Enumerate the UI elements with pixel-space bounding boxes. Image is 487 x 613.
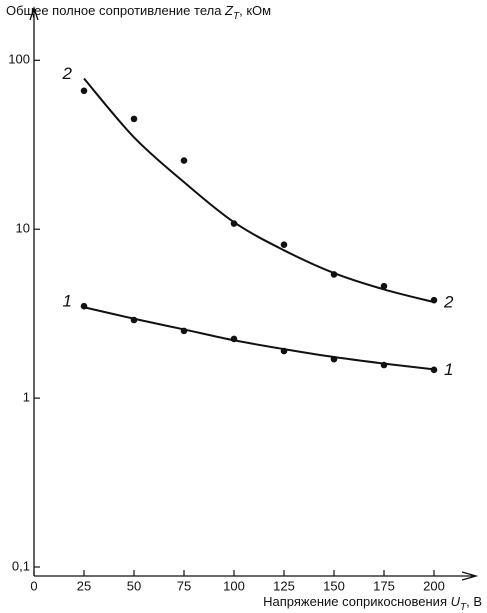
x-label-symbol: U: [451, 594, 461, 609]
y-tick-label: 0,1: [12, 558, 30, 573]
point: [130, 316, 138, 324]
x-tick-label: 150: [323, 578, 345, 593]
x-tick-label: 0: [30, 578, 37, 593]
x-label-unit: , В: [466, 594, 482, 609]
point: [330, 271, 338, 278]
x-tick-label: 50: [127, 578, 141, 593]
curve-label: 2: [443, 293, 454, 312]
curve-label: 2: [62, 64, 73, 83]
x-axis: [34, 571, 479, 581]
x-tick-label: 175: [373, 578, 395, 593]
x-tick-label: 200: [423, 578, 445, 593]
point: [380, 282, 388, 290]
point: [330, 355, 338, 363]
x-tick-label: 25: [77, 578, 91, 593]
point: [230, 335, 238, 343]
point: [80, 87, 88, 95]
point: [280, 241, 288, 248]
y-label-unit: , кОм: [239, 3, 271, 18]
point: [430, 296, 438, 304]
curve-label: 1: [444, 360, 453, 379]
point: [380, 361, 388, 369]
y-tick-label: 1: [23, 390, 30, 405]
point: [130, 115, 138, 123]
x-label-text: Напряжение соприкосновения: [263, 594, 450, 609]
point: [230, 220, 238, 227]
x-tick-label: 125: [273, 578, 295, 593]
x-label-subscript: T: [460, 602, 467, 613]
fit-curve: [83, 306, 435, 371]
x-tick-label: 100: [223, 578, 245, 593]
y-axis-label: Общее полное сопротивление тела ZT, кОм: [6, 3, 271, 21]
fit-curve: [83, 77, 435, 304]
y-label-symbol: Z: [224, 3, 234, 18]
x-tick-label: 75: [177, 578, 191, 593]
curve-label: 1: [63, 292, 72, 311]
y-label-text: Общее полное сопротивление тела: [6, 3, 225, 18]
point: [180, 327, 188, 335]
x-axis-label: Напряжение соприкосновения UT, В: [263, 594, 482, 612]
y-tick-label: 100: [8, 52, 30, 67]
point: [80, 302, 88, 310]
point: [180, 157, 188, 164]
y-tick-label: 10: [16, 221, 30, 236]
y-label-subscript: T: [233, 11, 240, 22]
y-axis: [29, 5, 39, 576]
point: [430, 366, 438, 374]
point: [280, 347, 288, 355]
